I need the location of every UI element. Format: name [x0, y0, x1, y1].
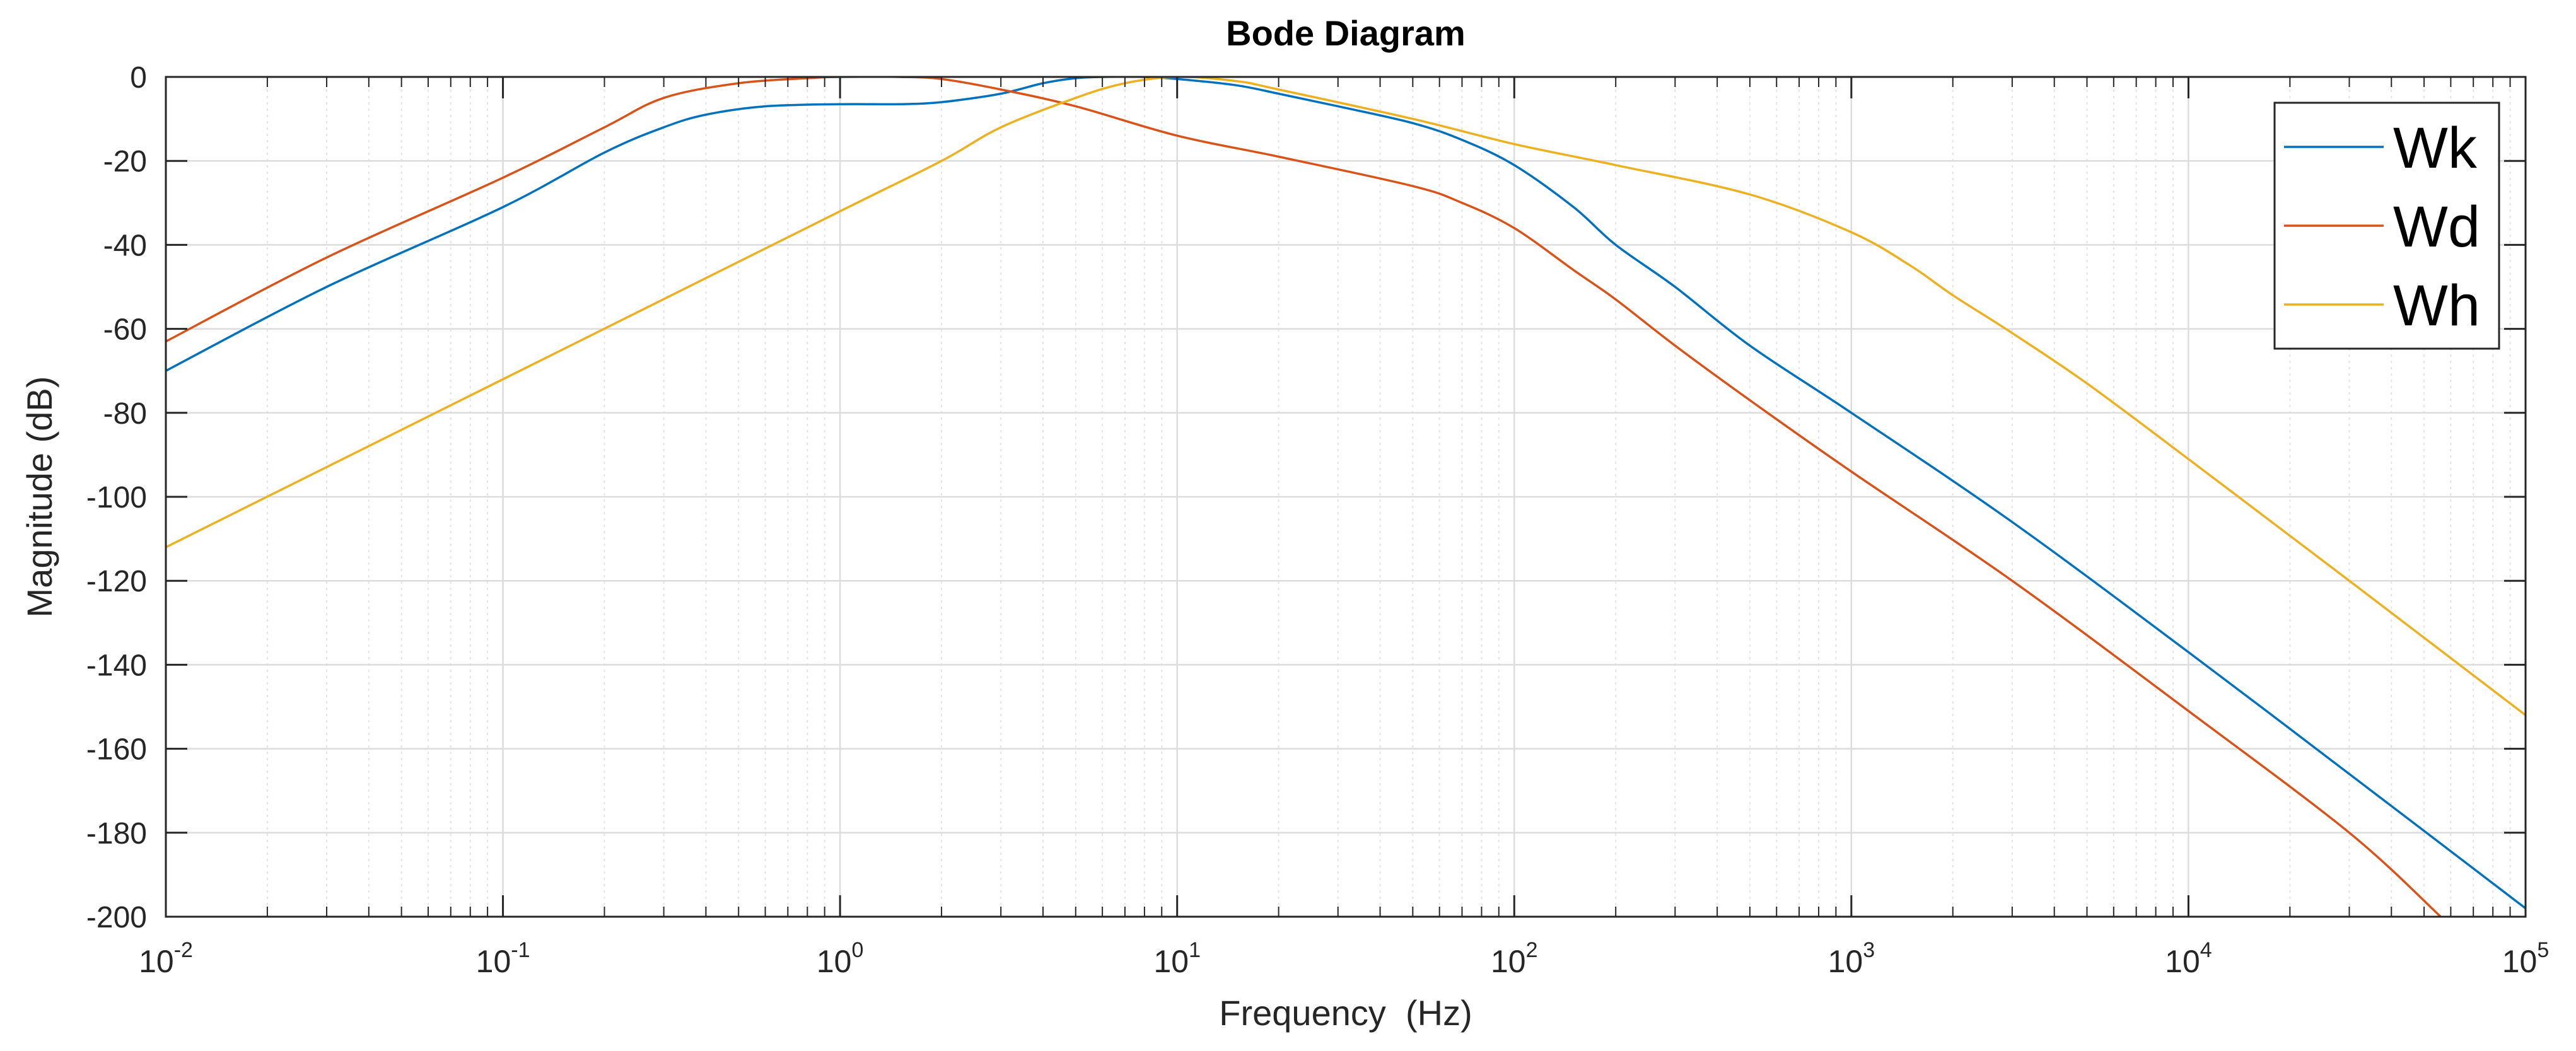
ticks [165, 76, 2527, 918]
series-lines [166, 77, 2526, 917]
y-tick-label: -180 [86, 817, 147, 851]
y-tick-label: -100 [86, 481, 147, 514]
x-tick-label: 102 [1491, 938, 1538, 979]
y-tick-label: -60 [103, 313, 147, 347]
series-line-wh [166, 77, 2526, 716]
y-axis-label: Magnitude (dB) [20, 376, 59, 618]
y-tick-label: 0 [130, 61, 147, 95]
chart-title: Bode Diagram [1226, 13, 1466, 53]
legend-label-wk: Wk [2393, 116, 2478, 180]
legend-label-wh: Wh [2393, 274, 2480, 338]
y-tick-label: -160 [86, 733, 147, 767]
x-tick-label: 10-2 [139, 938, 193, 979]
legend: Wk Wd Wh [2273, 102, 2500, 350]
x-tick-label: 101 [1153, 938, 1201, 979]
legend-label-wd: Wd [2393, 195, 2480, 259]
y-tick-label: -200 [86, 901, 147, 934]
series-line-wd [166, 77, 2442, 917]
series-line-wk [166, 77, 2526, 910]
x-tick-label: 103 [1828, 938, 1875, 979]
y-tick-label: -20 [103, 145, 147, 178]
x-tick-label: 10-1 [476, 938, 530, 979]
y-tick-label: -140 [86, 649, 147, 682]
x-tick-labels: 10-2 10-1 100 101 102 103 104 105 [139, 938, 2549, 979]
y-tick-label: -40 [103, 229, 147, 262]
x-tick-label: 100 [817, 938, 864, 979]
x-tick-label: 104 [2165, 938, 2212, 979]
x-tick-label: 105 [2502, 938, 2550, 979]
y-tick-label: -80 [103, 397, 147, 431]
y-tick-labels: 0 -20 -40 -60 -80 -100 -120 -140 -160 -180 -200 [86, 61, 147, 934]
y-tick-label: -120 [86, 565, 147, 598]
x-axis-label: Frequency (Hz) [1219, 993, 1472, 1033]
